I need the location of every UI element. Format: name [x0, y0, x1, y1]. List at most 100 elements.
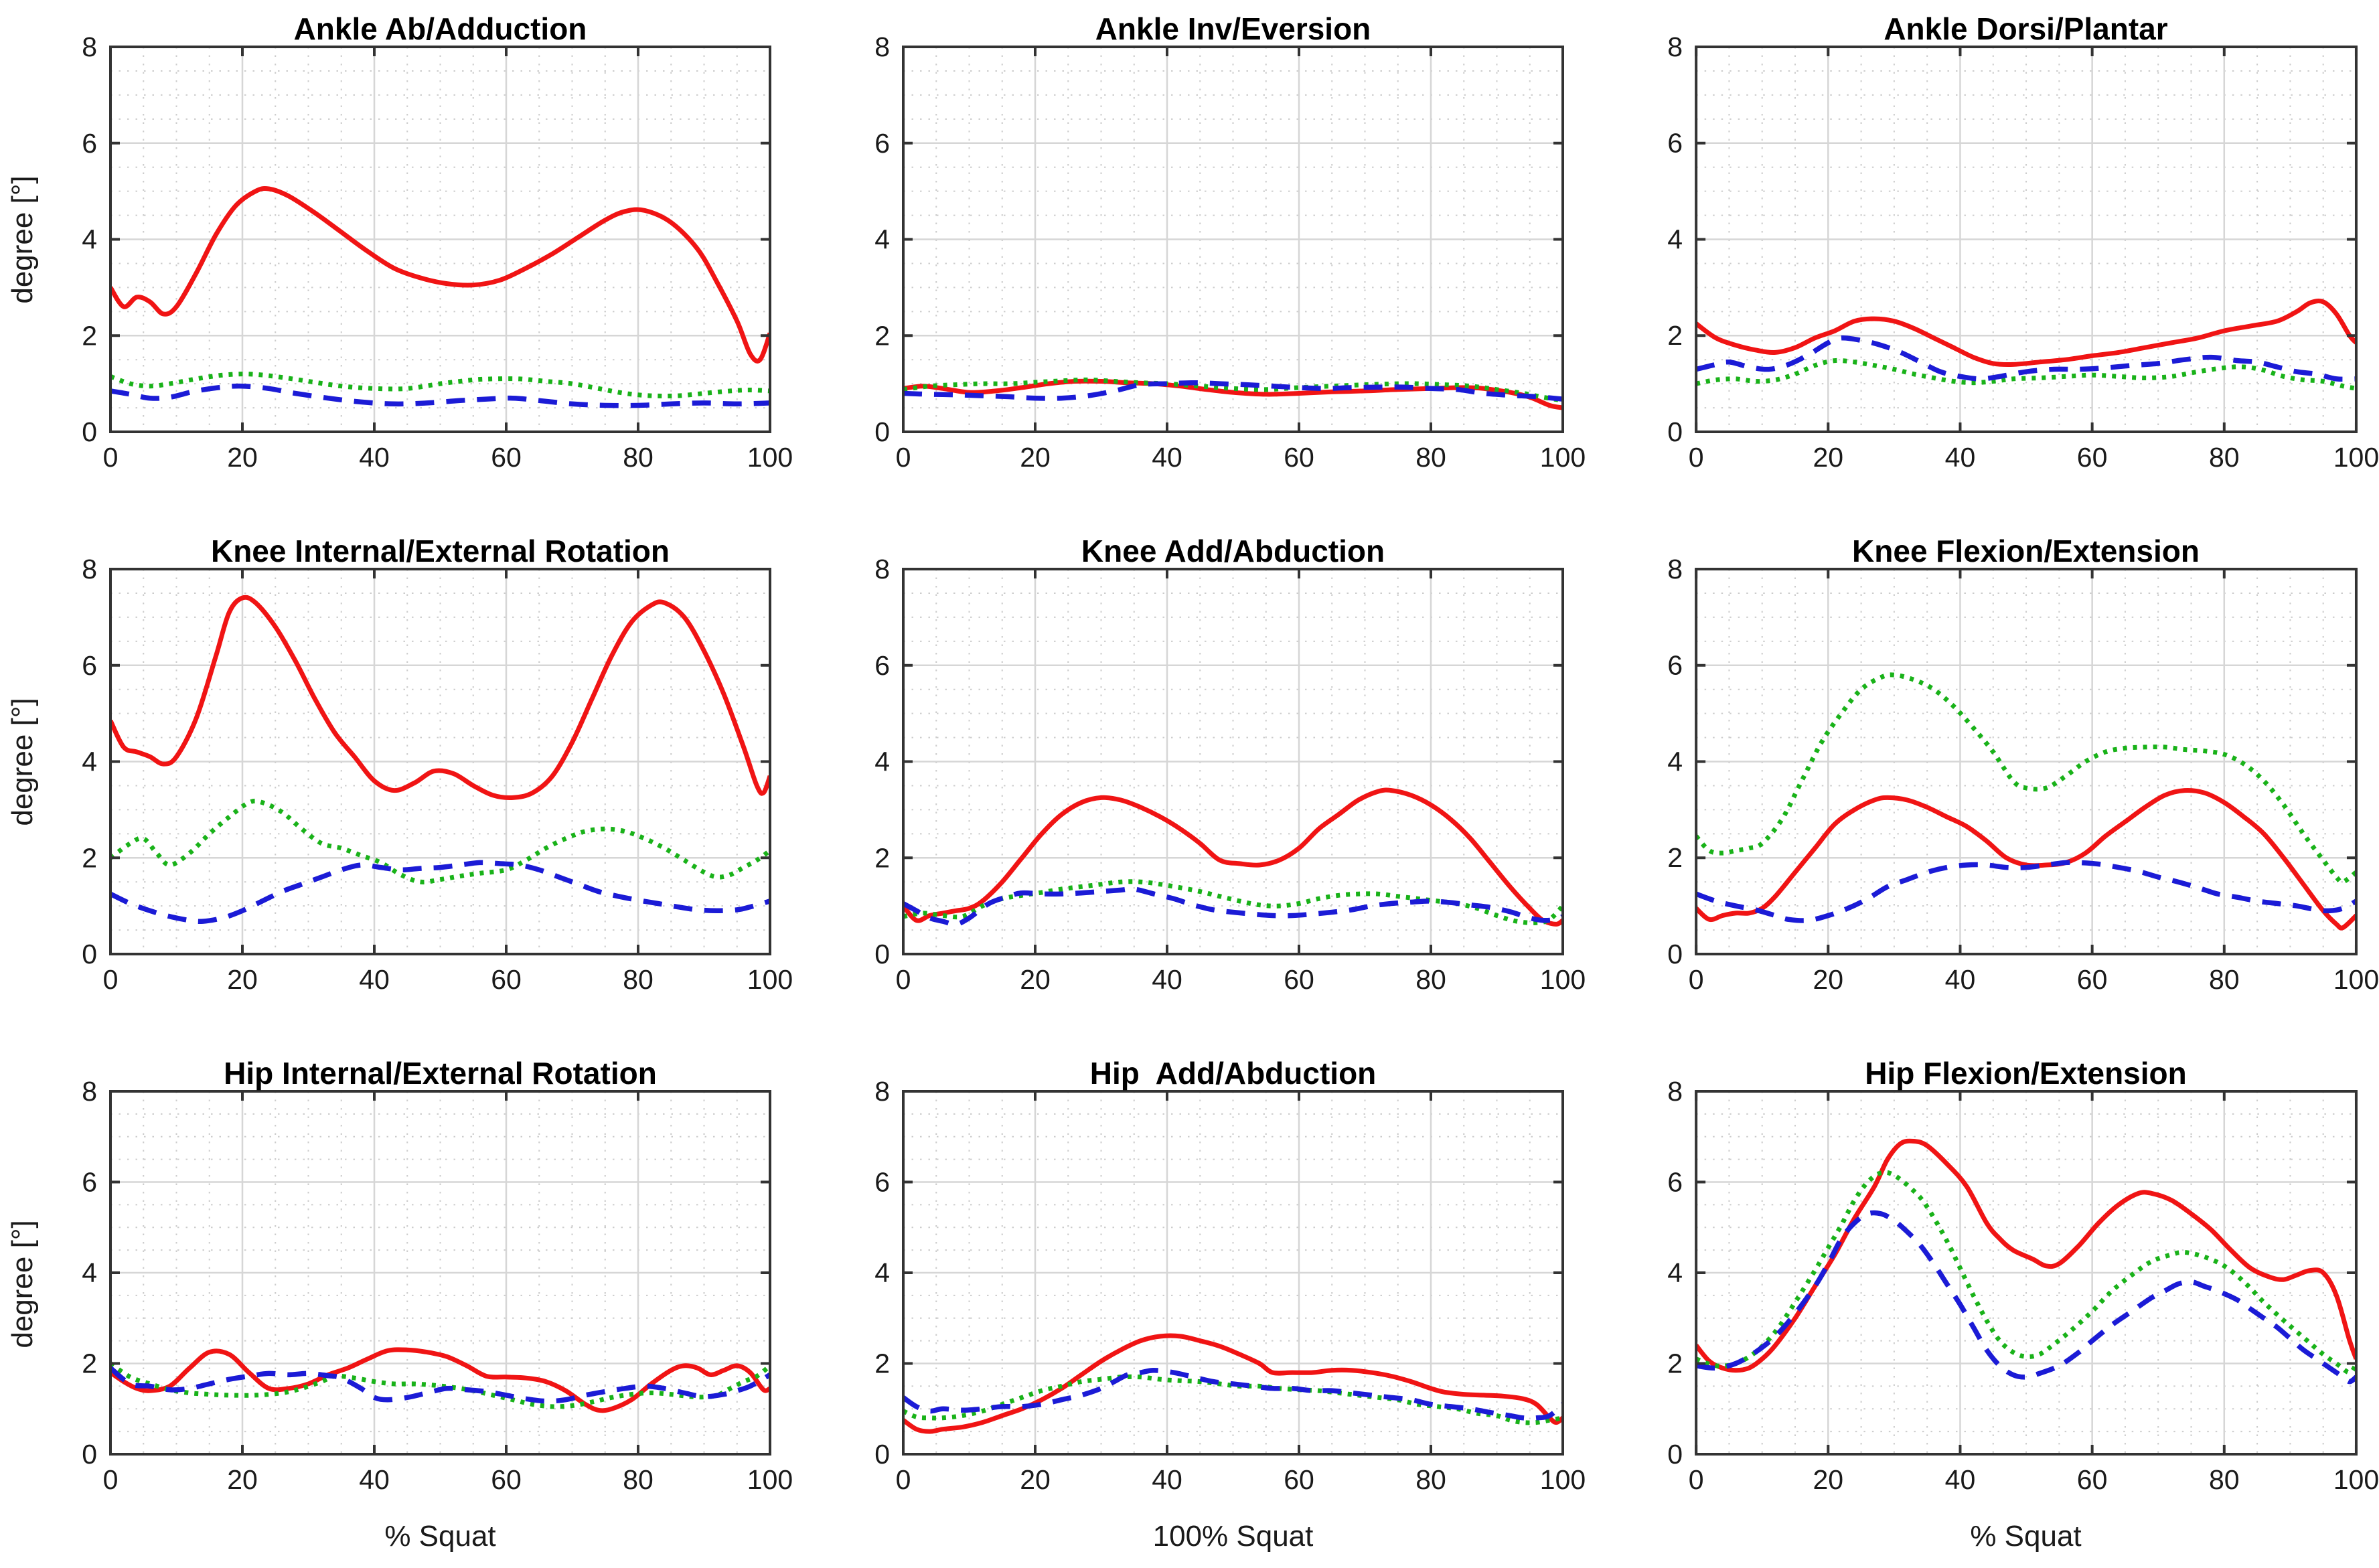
y-tick-label: 2 — [874, 320, 890, 351]
y-tick-label: 6 — [82, 128, 97, 159]
tick-labels: 0 20 40 60 80 100 0 2 4 6 8 — [1667, 554, 2379, 995]
subplot-hip-flexion-extension: 0 20 40 60 80 100 0 2 4 6 8 Hip Flexion/Extension … — [1586, 1044, 2379, 1568]
series-red-solid — [110, 595, 770, 801]
series-red-solid — [1696, 1138, 2356, 1373]
x-tick-label: 0 — [1689, 442, 1704, 473]
y-tick-label: 4 — [1667, 747, 1683, 777]
x-tick-label: 60 — [491, 442, 522, 473]
y-tick-label: 8 — [1667, 31, 1683, 62]
x-tick-label: 80 — [623, 442, 654, 473]
y-tick-label: 4 — [874, 747, 890, 777]
x-tick-label: 0 — [1689, 964, 1704, 995]
y-tick-label: 2 — [82, 842, 97, 873]
series-lines — [903, 1333, 1563, 1434]
x-tick-label: 100 — [747, 964, 793, 995]
y-tick-label: 0 — [82, 1439, 97, 1470]
x-tick-label: 80 — [2209, 1464, 2240, 1495]
y-tick-label: 8 — [874, 31, 890, 62]
x-tick-label: 80 — [1415, 442, 1446, 473]
series-blue-dashed — [110, 383, 770, 408]
tick-labels: 0 20 40 60 80 100 0 2 4 6 8 — [874, 31, 1586, 473]
axes — [902, 1090, 1564, 1456]
series-blue-dashed — [1696, 1210, 2356, 1385]
y-tick-label: 4 — [1667, 224, 1683, 255]
x-tick-label: 100 — [1540, 1464, 1586, 1495]
x-tick-label: 0 — [896, 964, 911, 995]
x-tick-label: 0 — [103, 442, 119, 473]
tick-labels: 0 20 40 60 80 100 0 2 4 6 8 — [82, 1076, 793, 1495]
x-tick-label: 0 — [103, 1464, 119, 1495]
x-tick-label: 40 — [1152, 964, 1182, 995]
grid — [1696, 47, 2356, 432]
y-tick-label: 2 — [1667, 842, 1683, 873]
y-tick-label: 2 — [82, 1348, 97, 1379]
axes — [109, 1090, 771, 1456]
x-axis-label: 100% Squat — [1152, 1520, 1314, 1553]
chart-title: Knee Add/Abduction — [1081, 534, 1385, 568]
x-tick-label: 100 — [1540, 442, 1586, 473]
subplot-ankle-ab-adduction: 0 20 40 60 80 100 0 2 4 6 8 Ankle Ab/Adduction deg… — [0, 0, 793, 522]
x-tick-label: 100 — [1540, 964, 1586, 995]
subplot-ankle-inv-eversion: 0 20 40 60 80 100 0 2 4 6 8 Ankle Inv/Eversion — [793, 0, 1586, 522]
chart-title: Ankle Inv/Eversion — [1095, 11, 1371, 46]
chart-canvas-ankle-dorsi-plantar: 0 20 40 60 80 100 0 2 4 6 8 — [1667, 31, 2379, 473]
x-tick-label: 0 — [896, 1464, 911, 1495]
tick-labels: 0 20 40 60 80 100 0 2 4 6 8 — [874, 554, 1586, 995]
chart-title: Hip Internal/External Rotation — [224, 1056, 657, 1091]
x-tick-label: 40 — [1945, 964, 1976, 995]
x-tick-label: 60 — [2077, 442, 2108, 473]
x-tick-label: 100 — [747, 1464, 793, 1495]
x-tick-label: 60 — [1284, 1464, 1314, 1495]
subplot-knee-add-abduction: 0 20 40 60 80 100 0 2 4 6 8 Knee Add/Abduction — [793, 522, 1586, 1044]
series-green-dotted — [110, 372, 770, 399]
y-tick-label: 0 — [1667, 939, 1683, 969]
tick-labels: 0 20 40 60 80 100 0 2 4 6 8 — [874, 1076, 1586, 1495]
x-tick-label: 100 — [2333, 1464, 2379, 1495]
x-tick-label: 20 — [227, 964, 258, 995]
x-tick-label: 80 — [1415, 964, 1446, 995]
x-tick-label: 60 — [1284, 964, 1314, 995]
x-tick-label: 60 — [2077, 964, 2108, 995]
x-tick-label: 80 — [2209, 964, 2240, 995]
x-tick-label: 80 — [1415, 1464, 1446, 1495]
chart-title: Hip Flexion/Extension — [1865, 1056, 2187, 1091]
series-red-solid — [1696, 787, 2356, 931]
x-tick-label: 20 — [1020, 964, 1051, 995]
y-tick-label: 6 — [1667, 128, 1683, 159]
y-tick-label: 8 — [874, 1076, 890, 1107]
tick-labels: 0 20 40 60 80 100 0 2 4 6 8 — [82, 31, 793, 473]
x-tick-label: 100 — [2333, 964, 2379, 995]
series-blue-dashed — [110, 860, 770, 925]
y-tick-label: 2 — [82, 320, 97, 351]
series-green-dotted — [110, 798, 770, 884]
y-tick-label: 4 — [82, 224, 97, 255]
y-tick-label: 6 — [874, 128, 890, 159]
series-blue-dashed — [903, 1367, 1563, 1421]
y-tick-label: 0 — [82, 416, 97, 447]
grid — [1696, 569, 2356, 954]
x-tick-label: 0 — [896, 442, 911, 473]
chart-canvas-knee-flexion-extension: 0 20 40 60 80 100 0 2 4 6 8 — [1667, 554, 2379, 995]
subplot-hip-add-abduction: 0 20 40 60 80 100 0 2 4 6 8 Hip Add/Abduction 100%… — [793, 1044, 1586, 1568]
x-tick-label: 40 — [359, 442, 390, 473]
chart-canvas-hip-add-abduction: 0 20 40 60 80 100 0 2 4 6 8 — [874, 1076, 1586, 1495]
y-axis-label: degree [°] — [6, 698, 39, 826]
x-tick-label: 20 — [227, 1464, 258, 1495]
series-lines — [1696, 672, 2356, 931]
x-tick-label: 20 — [1020, 442, 1051, 473]
chart-canvas-ankle-inv-eversion: 0 20 40 60 80 100 0 2 4 6 8 — [874, 31, 1586, 473]
tick-labels: 0 20 40 60 80 100 0 2 4 6 8 — [1667, 1076, 2379, 1495]
y-tick-label: 8 — [82, 554, 97, 584]
x-tick-label: 100 — [747, 442, 793, 473]
grid — [903, 47, 1563, 432]
x-tick-label: 20 — [1813, 1464, 1843, 1495]
x-tick-label: 80 — [623, 964, 654, 995]
y-tick-label: 8 — [82, 31, 97, 62]
chart-canvas-knee-add-abduction: 0 20 40 60 80 100 0 2 4 6 8 — [874, 554, 1586, 995]
y-tick-label: 6 — [874, 1167, 890, 1198]
y-axis-label: degree [°] — [6, 1220, 39, 1348]
y-tick-label: 4 — [874, 224, 890, 255]
y-tick-label: 4 — [874, 1257, 890, 1288]
series-blue-dashed — [903, 886, 1563, 927]
series-lines — [903, 377, 1563, 410]
